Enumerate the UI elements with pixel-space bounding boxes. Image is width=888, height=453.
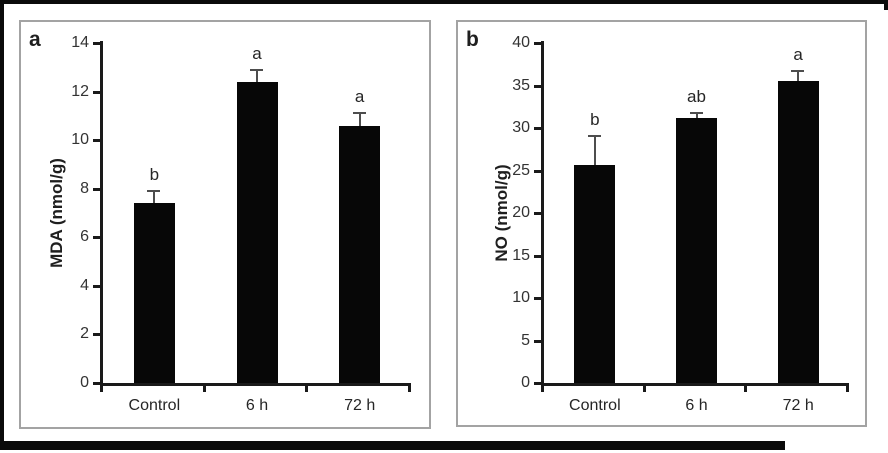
- bar: [777, 81, 819, 383]
- y-axis-line: [541, 41, 544, 386]
- significance-letter: b: [149, 165, 160, 185]
- y-tick-mark: [534, 127, 541, 130]
- x-tick-mark: [643, 386, 646, 392]
- y-tick-label: 6: [80, 228, 89, 246]
- y-tick-mark: [93, 42, 100, 45]
- error-bar-line: [153, 191, 156, 204]
- y-tick-label: 5: [521, 331, 530, 349]
- y-tick-mark: [93, 139, 100, 143]
- significance-letter: b: [590, 109, 600, 129]
- y-tick-label: 8: [80, 179, 89, 197]
- y-tick-label: 30: [512, 119, 530, 136]
- y-tick-label: 12: [71, 82, 89, 100]
- x-category-label: 72 h: [782, 397, 814, 414]
- x-tick-mark: [541, 386, 544, 392]
- x-category-label: 6 h: [685, 397, 708, 414]
- significance-letter: a: [793, 45, 803, 65]
- error-bar-line: [797, 71, 800, 82]
- y-tick-mark: [534, 339, 541, 343]
- y-tick-mark: [93, 187, 100, 191]
- y-tick-mark: [93, 236, 100, 240]
- outer-frame-top: [0, 0, 888, 4]
- significance-letter: ab: [687, 86, 706, 106]
- panel-a-label: a: [29, 28, 41, 51]
- y-tick-mark: [93, 90, 100, 94]
- y-tick-label: 35: [512, 76, 530, 94]
- x-tick-mark: [100, 386, 103, 392]
- x-axis-line: [100, 383, 411, 386]
- error-bar-line: [358, 113, 361, 126]
- outer-frame-bottom: [0, 441, 785, 450]
- x-category-label: 6 h: [245, 397, 269, 414]
- error-bar-cap: [587, 134, 601, 137]
- y-tick-mark: [534, 84, 541, 88]
- x-tick-mark: [203, 386, 206, 392]
- y-tick-mark: [534, 382, 541, 385]
- x-tick-mark: [744, 386, 747, 392]
- error-bar-line: [695, 112, 698, 118]
- x-category-label: Control: [569, 397, 621, 414]
- x-tick-mark: [846, 386, 849, 392]
- error-bar-cap: [689, 111, 703, 114]
- bar: [236, 81, 278, 383]
- y-tick-label: 25: [512, 161, 530, 179]
- y-tick-label: 4: [80, 276, 89, 294]
- y-tick-label: 0: [80, 374, 89, 391]
- y-tick-mark: [93, 333, 100, 337]
- panel-a: a MDA (nmol/g) 0 2 4 6 8 10 12 14 b Control a 6 h a 7…: [19, 20, 431, 429]
- x-tick-mark: [305, 386, 308, 392]
- error-bar-cap: [250, 68, 263, 71]
- x-category-label: Control: [128, 397, 181, 414]
- y-tick-mark: [93, 284, 100, 288]
- bar: [676, 117, 717, 383]
- y-axis-title: MDA (nmol/g): [47, 158, 66, 268]
- error-bar-cap: [147, 190, 161, 193]
- error-bar-cap: [791, 70, 805, 73]
- x-category-label: 72 h: [344, 397, 376, 414]
- y-tick-mark: [534, 297, 541, 300]
- panel-b: b NO (nmol/g) 0 5 10 15 20 25 30 35 40 b Control ab…: [456, 20, 867, 427]
- y-tick-label: 15: [512, 246, 530, 264]
- y-tick-label: 0: [521, 374, 530, 391]
- y-axis-line: [100, 41, 103, 386]
- outer-frame-right: [884, 0, 888, 10]
- y-tick-label: 14: [71, 34, 89, 51]
- y-tick-mark: [93, 382, 100, 385]
- x-axis-line: [541, 383, 849, 386]
- y-tick-label: 10: [512, 289, 530, 306]
- error-bar-line: [593, 135, 596, 166]
- error-bar-cap: [352, 112, 366, 115]
- y-tick-mark: [534, 212, 541, 215]
- bar: [574, 165, 616, 383]
- y-tick-label: 40: [512, 34, 530, 51]
- x-tick-mark: [408, 386, 411, 392]
- y-tick-label: 2: [80, 325, 89, 343]
- y-tick-mark: [534, 254, 541, 258]
- y-tick-label: 10: [71, 131, 89, 149]
- plot-area: 0 2 4 6 8 10 12 14 b Control a 6 h a 72 h: [71, 34, 411, 414]
- plot-area: 0 5 10 15 20 25 30 35 40 b Control ab 6 h a 72 h: [512, 34, 849, 414]
- bar: [339, 125, 381, 383]
- significance-letter: a: [354, 87, 365, 107]
- outer-frame-left: [0, 0, 4, 450]
- significance-letter: a: [252, 43, 262, 63]
- bar: [133, 203, 175, 383]
- y-tick-label: 20: [512, 204, 530, 221]
- panel-b-label: b: [466, 28, 479, 51]
- y-tick-mark: [534, 42, 541, 45]
- y-tick-mark: [534, 169, 541, 173]
- error-bar-line: [256, 69, 258, 82]
